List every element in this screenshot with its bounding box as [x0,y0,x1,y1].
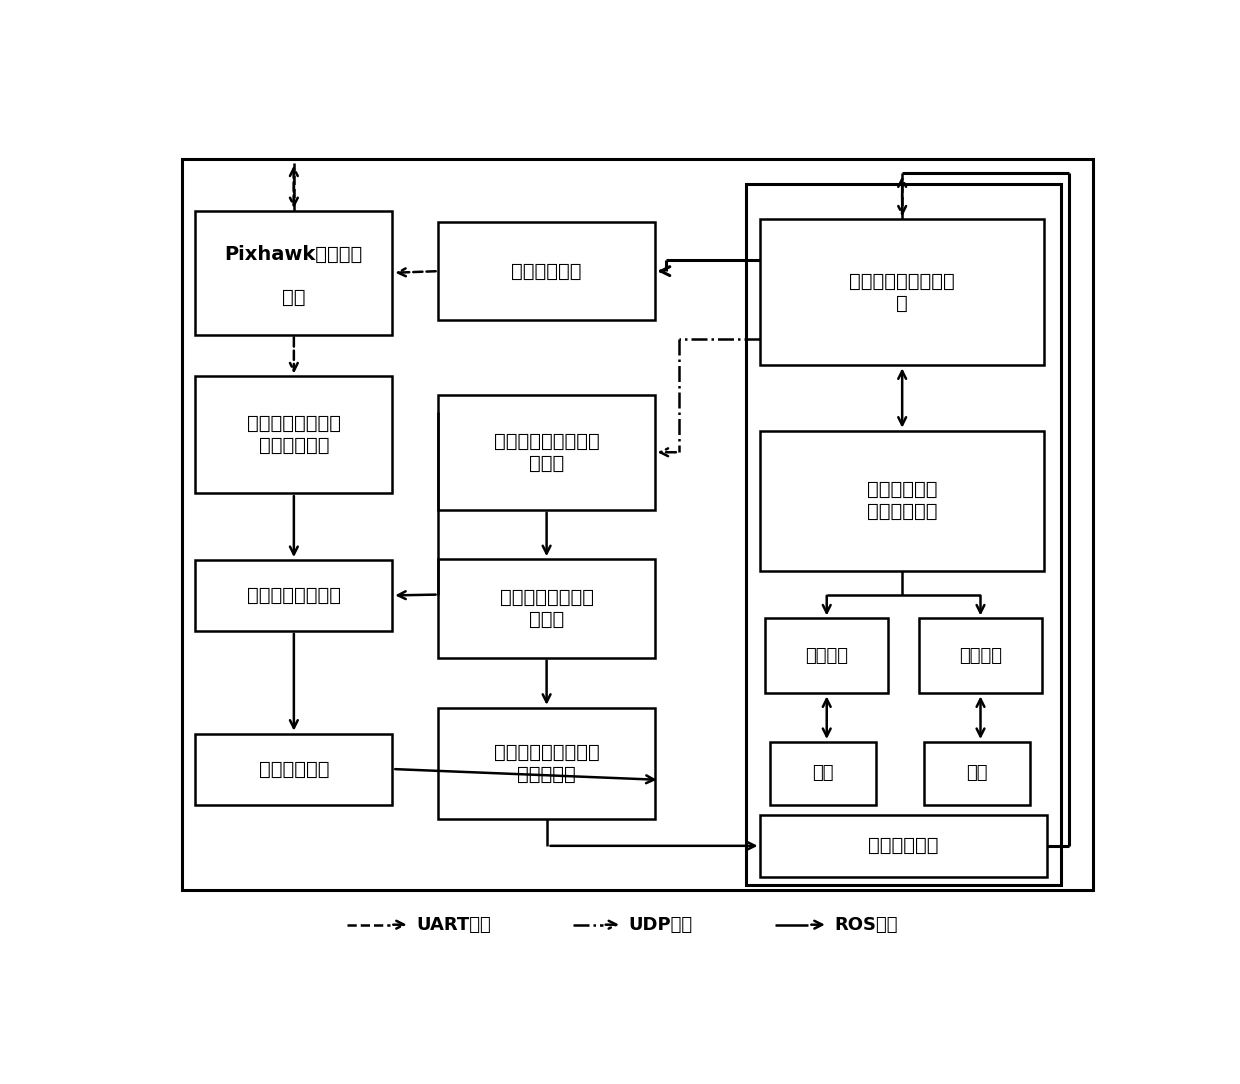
Text: 集群状态信息: 集群状态信息 [259,760,329,778]
Text: 控制切换逻辑: 控制切换逻辑 [868,837,939,855]
FancyBboxPatch shape [919,618,1042,694]
Text: 航路跟踪: 航路跟踪 [805,647,848,664]
Text: 结束: 结束 [966,764,987,783]
FancyBboxPatch shape [760,430,1044,571]
Text: 节点: 节点 [283,288,305,307]
FancyBboxPatch shape [196,734,392,804]
FancyBboxPatch shape [196,211,392,335]
FancyBboxPatch shape [439,222,655,321]
Text: 开始: 开始 [812,764,833,783]
FancyBboxPatch shape [439,559,655,658]
Text: 飞行控制指令: 飞行控制指令 [511,261,582,281]
Text: 通信网络数据收发节
点: 通信网络数据收发节 点 [849,272,955,313]
Text: Pixhawk飞控收发: Pixhawk飞控收发 [224,245,363,263]
Text: 集群信息整合节点: 集群信息整合节点 [247,586,341,605]
Text: 准备完毕的无人机信
息整合节点: 准备完毕的无人机信 息整合节点 [494,743,599,784]
Text: 接收到的其他无人机
的信息: 接收到的其他无人机 的信息 [494,431,599,473]
FancyBboxPatch shape [196,376,392,493]
FancyBboxPatch shape [746,184,1061,886]
Text: UART协议: UART协议 [417,916,491,933]
FancyBboxPatch shape [439,708,655,818]
FancyBboxPatch shape [760,814,1047,877]
FancyBboxPatch shape [439,395,655,509]
FancyBboxPatch shape [196,560,392,631]
FancyBboxPatch shape [924,741,1029,804]
Text: ROS协议: ROS协议 [835,916,898,933]
FancyBboxPatch shape [765,618,888,694]
Text: 自身飞行状态信息
位置、速度等: 自身飞行状态信息 位置、速度等 [247,414,341,455]
FancyBboxPatch shape [760,219,1044,365]
FancyBboxPatch shape [770,741,875,804]
FancyBboxPatch shape [182,159,1092,890]
Text: 准备完毕的无人机
的信息: 准备完毕的无人机 的信息 [500,588,594,629]
Text: UDP协议: UDP协议 [629,916,693,933]
Text: 编队飞行: 编队飞行 [959,647,1002,664]
Text: 基于生物社会
力的自主控制: 基于生物社会 力的自主控制 [867,480,937,521]
